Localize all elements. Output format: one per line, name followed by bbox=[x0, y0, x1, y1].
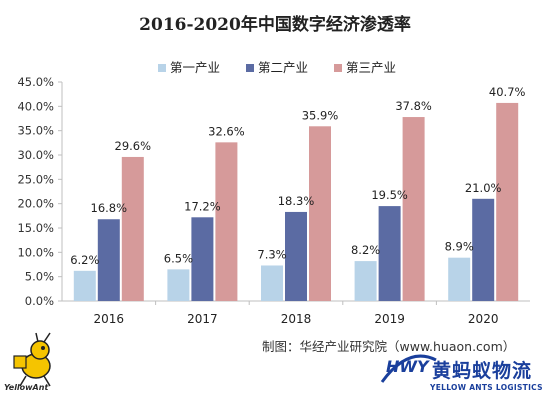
bar bbox=[73, 270, 96, 301]
bar bbox=[354, 261, 377, 301]
bar bbox=[378, 206, 401, 301]
y-tick-label: 5.0% bbox=[25, 270, 54, 284]
bar bbox=[261, 265, 283, 301]
bar-value-label: 32.6% bbox=[208, 124, 245, 138]
chart-axes: 0.0% 5.0% 10.0% 15.0% 20.0% 25.0% 30.0% 35.0% 40… bbox=[17, 75, 530, 326]
bar-value-label: 16.8% bbox=[91, 201, 128, 215]
bar-value-label: 19.5% bbox=[371, 188, 408, 202]
bar-value-label: 8.9% bbox=[445, 240, 474, 254]
legend-swatch bbox=[334, 64, 342, 72]
y-tick-label: 20.0% bbox=[17, 197, 54, 211]
bar-value-label: 6.2% bbox=[70, 253, 99, 267]
y-tick-label: 0.0% bbox=[25, 294, 54, 308]
y-tick-label: 10.0% bbox=[17, 245, 54, 259]
legend-label: 第三产业 bbox=[346, 60, 396, 75]
y-tick-label: 40.0% bbox=[17, 99, 54, 113]
x-tick-label: 2020 bbox=[468, 312, 499, 326]
bar-value-label: 17.2% bbox=[184, 199, 221, 213]
chart-bars bbox=[73, 102, 519, 301]
bar-value-label: 21.0% bbox=[465, 181, 502, 195]
hwy-logo-icon: HWY bbox=[380, 354, 437, 383]
bar bbox=[97, 219, 120, 301]
x-tick-label: 2017 bbox=[187, 312, 218, 326]
bar bbox=[285, 211, 307, 301]
bar-value-label: 37.8% bbox=[395, 99, 432, 113]
bar bbox=[402, 117, 425, 301]
bar-value-label: 29.6% bbox=[115, 139, 152, 153]
bar bbox=[309, 126, 331, 301]
bar bbox=[167, 269, 190, 301]
legend-label: 第一产业 bbox=[170, 60, 220, 75]
source-note: 制图：华经产业研究院（www.huaon.com） bbox=[262, 339, 516, 354]
bar-value-label: 40.7% bbox=[489, 85, 526, 99]
bar bbox=[215, 142, 238, 301]
svg-text:HWY: HWY bbox=[386, 357, 430, 376]
bar-value-label: 18.3% bbox=[278, 194, 315, 208]
y-tick-label: 25.0% bbox=[17, 172, 54, 186]
bar bbox=[191, 217, 214, 301]
legend-swatch bbox=[158, 64, 166, 72]
bar-value-label: 6.5% bbox=[164, 251, 193, 265]
brand-name-cn: 黄蚂蚁物流 bbox=[432, 360, 533, 382]
bar bbox=[472, 198, 495, 301]
y-tick-label: 15.0% bbox=[17, 221, 54, 235]
y-tick-label: 30.0% bbox=[17, 148, 54, 162]
bar bbox=[448, 257, 471, 301]
x-tick-label: 2018 bbox=[281, 312, 312, 326]
bar-value-label: 8.2% bbox=[351, 243, 380, 257]
y-tick-label: 45.0% bbox=[17, 75, 54, 89]
legend-label: 第二产业 bbox=[258, 60, 308, 75]
yellowant-logo-text: YellowAnt bbox=[4, 383, 49, 392]
chart-title: 2016-2020年中国数字经济渗透率 bbox=[139, 15, 411, 35]
brand-name-en: YELLOW ANTS LOGISTICS bbox=[430, 383, 543, 392]
y-tick-label: 35.0% bbox=[17, 124, 54, 138]
x-tick-label: 2019 bbox=[374, 312, 405, 326]
legend-swatch bbox=[246, 64, 254, 72]
chart-data-labels: 6.2% 16.8% 29.6% 6.5% 17.2% 32.6% 7.3% 18.3% 35.… bbox=[70, 85, 525, 267]
bar-value-label: 35.9% bbox=[302, 108, 339, 122]
bar bbox=[121, 156, 144, 301]
yellowant-logo-icon bbox=[13, 332, 51, 387]
bar-value-label: 7.3% bbox=[257, 247, 286, 261]
x-tick-label: 2016 bbox=[94, 312, 125, 326]
bar bbox=[496, 102, 519, 301]
chart-legend: 第一产业 第二产业 第三产业 bbox=[158, 60, 396, 75]
